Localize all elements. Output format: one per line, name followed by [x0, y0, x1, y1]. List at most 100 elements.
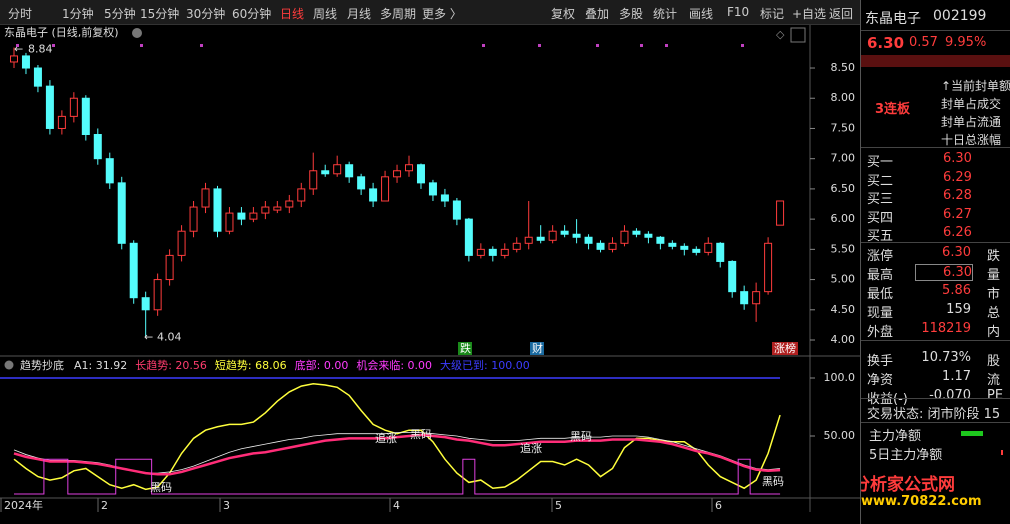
divider: [861, 147, 1010, 148]
limit-info: 封单占流通: [941, 115, 1002, 129]
stat-label: 总: [987, 306, 1001, 321]
y-tick-label: 6.00: [831, 212, 856, 225]
toolbar-tab[interactable]: 60分钟: [232, 7, 272, 21]
candle-body: [309, 170, 318, 190]
trade-status: 交易状态: 闭市阶段 15: [867, 407, 1001, 422]
bid-price: 6.29: [943, 169, 972, 185]
event-dot: [482, 44, 485, 47]
bid-label: 买一: [867, 155, 894, 170]
stat-value: 6.30: [915, 264, 973, 281]
stat-value: 159: [946, 302, 971, 317]
toolbar-tab[interactable]: 更多 〉: [422, 7, 462, 21]
event-dot: [640, 44, 643, 47]
candle-body: [381, 176, 390, 202]
candle-body: [452, 200, 461, 220]
x-tick-label: 2024年: [4, 498, 43, 512]
toolbar-button[interactable]: 叠加: [585, 7, 610, 21]
toolbar-button[interactable]: 统计: [653, 7, 678, 21]
event-dot: [200, 44, 203, 47]
toolbar-tab[interactable]: 周线: [313, 7, 338, 21]
toolbar-button[interactable]: 多股: [619, 7, 644, 21]
candle-body: [752, 291, 761, 305]
signal-label: 追涨: [375, 431, 397, 445]
toolbar-tab[interactable]: 日线: [280, 7, 305, 21]
toolbar-button[interactable]: 画线: [689, 7, 714, 21]
divider: [861, 242, 1010, 243]
flow-label: 主力净额: [869, 429, 922, 444]
candle-body: [177, 230, 186, 256]
toolbar-button[interactable]: 复权: [551, 7, 576, 21]
toolbar-tab[interactable]: 分时: [8, 7, 33, 21]
pointer: ←: [14, 42, 23, 55]
scroll-button[interactable]: [790, 27, 806, 43]
stat-label: 市: [987, 287, 1001, 302]
signal-label: 黑码: [570, 430, 592, 443]
indicator-menu[interactable]: [4, 360, 14, 370]
bid-label: 买三: [867, 192, 894, 207]
candle-body: [572, 233, 581, 238]
stat-label: 流: [987, 373, 1001, 388]
candle-body: [416, 164, 425, 184]
background: [0, 25, 810, 512]
toolbar-button[interactable]: F10: [727, 5, 750, 19]
stat-label: 涨停: [867, 249, 894, 264]
event-dot: [538, 44, 541, 47]
stock-name: 东晶电子: [865, 11, 921, 27]
y-tick-label: 5.50: [831, 242, 856, 255]
toolbar-button[interactable]: 返回: [829, 7, 854, 21]
divider: [861, 30, 1010, 31]
stat-value: 118219: [921, 321, 971, 336]
toolbar-button[interactable]: +自选: [792, 7, 827, 21]
bid-price: 6.28: [943, 188, 972, 203]
legend-item: 机会来临: 0.00: [356, 358, 432, 372]
candle-body: [153, 279, 162, 311]
candle-body: [393, 170, 402, 178]
y-tick-label: 5.00: [831, 273, 856, 286]
y-tick-label: 4.00: [831, 333, 856, 346]
y-tick-label: 7.50: [831, 121, 856, 134]
candle-body: [105, 158, 114, 184]
stat-label: 收益(-): [867, 392, 908, 407]
event-marker-label: 财: [532, 341, 543, 355]
event-dot: [596, 44, 599, 47]
event-marker: [530, 342, 544, 355]
legend-item: 大级已到: 100.00: [440, 358, 530, 372]
x-tick-label: 4: [393, 499, 400, 512]
toolbar-tab[interactable]: 多周期: [380, 7, 417, 21]
candle-body: [668, 242, 677, 247]
signal-label: 黑码: [150, 481, 172, 494]
toolbar-tab[interactable]: 15分钟: [140, 7, 180, 21]
candle-body: [93, 134, 102, 160]
pointer: ←: [144, 331, 153, 344]
candle-body: [680, 245, 689, 250]
y-tick-label: 100.0: [824, 371, 856, 384]
toolbar-button[interactable]: 标记: [760, 7, 785, 21]
toolbar-tab[interactable]: 月线: [347, 7, 372, 21]
candle-body: [464, 218, 473, 256]
low-label: 4.04: [157, 331, 182, 344]
event-dot: [16, 44, 19, 47]
flow-label: 5日主力净额: [869, 448, 943, 463]
toolbar-tab[interactable]: 5分钟: [104, 7, 136, 21]
candle-body: [692, 248, 701, 253]
high-label: 8.84: [28, 42, 53, 55]
event-dot: [665, 44, 668, 47]
toolbar: 分时 1分钟 5分钟 15分钟 30分钟 60分钟 日线 周线 月线 多周期 更多 〉 复权 叠加 多股统…: [0, 0, 860, 25]
candle-body: [225, 212, 234, 232]
limit-info: 十日总涨幅: [941, 133, 1002, 147]
legend-item: 底部: 0.00: [295, 358, 349, 372]
signal-label: 追涨: [520, 441, 542, 455]
toolbar-tab[interactable]: 30分钟: [186, 7, 226, 21]
stat-label: 外盘: [867, 325, 894, 340]
event-marker: [772, 342, 798, 355]
toolbar-tab[interactable]: 1分钟: [62, 7, 94, 21]
candle-body: [33, 67, 42, 87]
flow-bar: [961, 431, 983, 436]
candle-body: [141, 297, 150, 311]
stock-code: 002199: [933, 8, 987, 24]
collapse-bar[interactable]: [861, 55, 1010, 67]
candle-body: [81, 97, 90, 136]
title-menu[interactable]: [132, 28, 142, 38]
legend-item: A1: 31.92: [74, 359, 127, 372]
